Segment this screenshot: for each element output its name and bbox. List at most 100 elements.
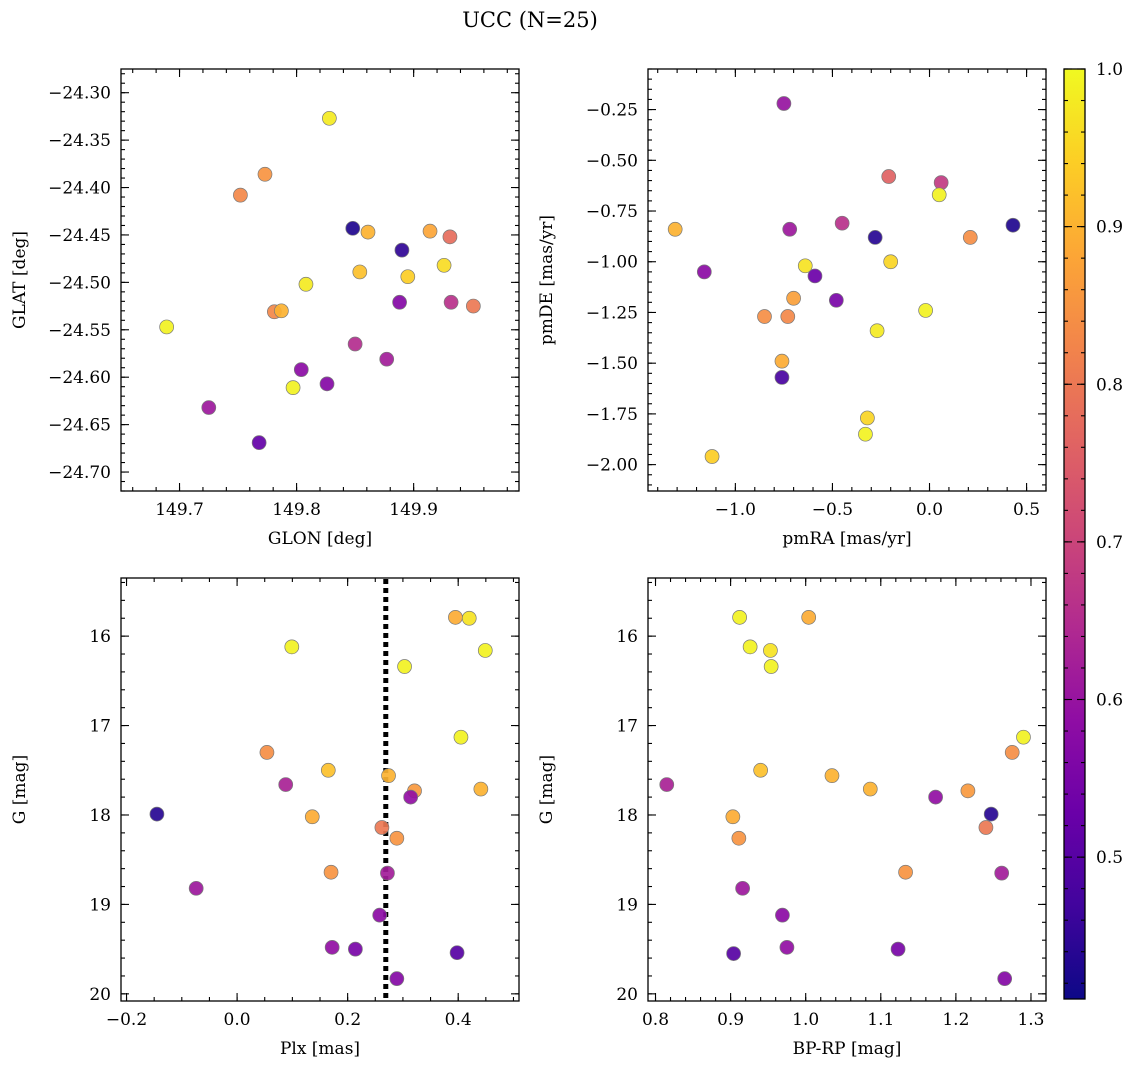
data-point <box>394 242 410 258</box>
data-point <box>696 264 712 280</box>
data-point <box>149 806 165 822</box>
colorbar-tick-label: 0.9 <box>1096 218 1123 238</box>
data-point <box>763 643 778 658</box>
data-point <box>436 257 452 273</box>
x-tick-label: −0.5 <box>812 500 853 520</box>
x-axis-label: GLON [deg] <box>268 529 372 549</box>
y-tick-label: 18 <box>616 806 638 826</box>
y-tick-label: −1.25 <box>586 303 638 323</box>
data-point <box>858 426 873 442</box>
x-tick-label: 0.4 <box>445 1010 472 1030</box>
data-point <box>801 609 817 625</box>
data-point <box>257 166 273 182</box>
data-point <box>735 880 750 896</box>
y-tick-label: −1.00 <box>586 253 638 273</box>
axes-frame <box>647 68 1047 492</box>
data-point <box>381 768 396 783</box>
x-tick-label: 0.2 <box>334 1010 361 1030</box>
data-point <box>962 230 978 245</box>
data-point <box>763 659 779 674</box>
colorbar-frame <box>1063 68 1086 1000</box>
x-tick-label: −1.0 <box>715 500 756 520</box>
data-point <box>453 729 469 745</box>
data-point <box>322 110 337 126</box>
data-point <box>997 971 1013 986</box>
data-point <box>890 941 906 957</box>
data-point <box>298 276 314 292</box>
data-point <box>461 610 477 626</box>
data-point <box>732 609 747 625</box>
data-point <box>389 971 405 986</box>
y-tick-label: −24.65 <box>48 416 111 436</box>
data-point <box>1016 729 1031 745</box>
scatter-panel-3: −0.2 0.0 0.2 0.4 16 17 18 19 20 Plx [mas] G [mag] <box>10 577 520 1059</box>
data-point <box>233 187 248 203</box>
data-point <box>304 809 320 825</box>
data-point <box>779 939 795 955</box>
data-point <box>320 762 336 778</box>
x-tick-label: 0.0 <box>224 1010 251 1030</box>
data-point <box>867 230 883 245</box>
y-tick-label: 17 <box>89 717 111 737</box>
data-point <box>776 96 792 111</box>
data-point <box>352 264 368 280</box>
y-tick-label: 20 <box>616 985 638 1005</box>
colorbar-tick-label: 0.5 <box>1096 848 1123 868</box>
data-point <box>983 806 999 822</box>
x-tick-label: 1.2 <box>942 1010 969 1030</box>
y-axis-label: G [mag] <box>10 755 30 824</box>
colorbar: 0.5 0.6 0.7 0.8 0.9 1.0 <box>1063 60 1123 1000</box>
data-point <box>348 941 363 957</box>
data-point <box>786 290 801 306</box>
y-tick-label: −0.25 <box>586 101 638 121</box>
y-tick-label: −2.00 <box>586 456 638 476</box>
y-tick-label: −24.35 <box>48 131 111 151</box>
colorbar-tick-label: 0.7 <box>1096 533 1123 553</box>
y-axis-label: G [mag] <box>537 755 557 824</box>
data-point <box>1004 745 1020 760</box>
data-point <box>360 224 376 240</box>
data-point <box>251 435 267 450</box>
y-tick-label: −1.75 <box>586 405 638 425</box>
y-tick-label: 20 <box>89 985 111 1005</box>
data-point <box>319 376 335 392</box>
data-point <box>918 303 933 318</box>
data-point <box>278 777 294 792</box>
data-point <box>726 946 741 961</box>
data-point <box>704 449 720 464</box>
data-point <box>465 298 481 314</box>
data-point <box>477 643 493 658</box>
x-tick-label: 0.0 <box>916 500 943 520</box>
data-point <box>667 221 683 237</box>
colorbar-tick-label: 0.8 <box>1096 375 1123 395</box>
x-axis-label: BP-RP [mag] <box>793 1039 902 1059</box>
y-tick-label: −24.60 <box>48 368 111 388</box>
data-point <box>659 777 675 792</box>
data-point <box>374 820 390 835</box>
data-point <box>448 609 463 625</box>
figure-title: UCC (N=25) <box>462 8 598 32</box>
data-point <box>978 820 994 835</box>
axes-frame <box>120 68 520 492</box>
data-point <box>774 353 790 369</box>
x-tick-label: −0.2 <box>106 1010 147 1030</box>
x-tick-label: 1.0 <box>792 1010 819 1030</box>
y-tick-label: 16 <box>89 627 111 647</box>
data-point <box>380 865 395 881</box>
data-point <box>824 768 840 783</box>
data-point <box>928 789 943 805</box>
x-tick-label: 1.3 <box>1017 1010 1044 1030</box>
data-point <box>473 781 489 797</box>
colorbar-gradient <box>1064 69 1085 999</box>
y-tick-label: −24.70 <box>48 463 111 483</box>
data-point <box>1005 217 1021 233</box>
y-tick-label: −24.45 <box>48 226 111 246</box>
y-tick-label: 19 <box>89 895 111 915</box>
data-point <box>323 864 339 880</box>
data-point <box>397 659 412 674</box>
data-point <box>960 783 976 799</box>
data-point <box>757 309 772 324</box>
y-tick-label: −1.50 <box>586 354 638 374</box>
data-point <box>742 639 758 655</box>
